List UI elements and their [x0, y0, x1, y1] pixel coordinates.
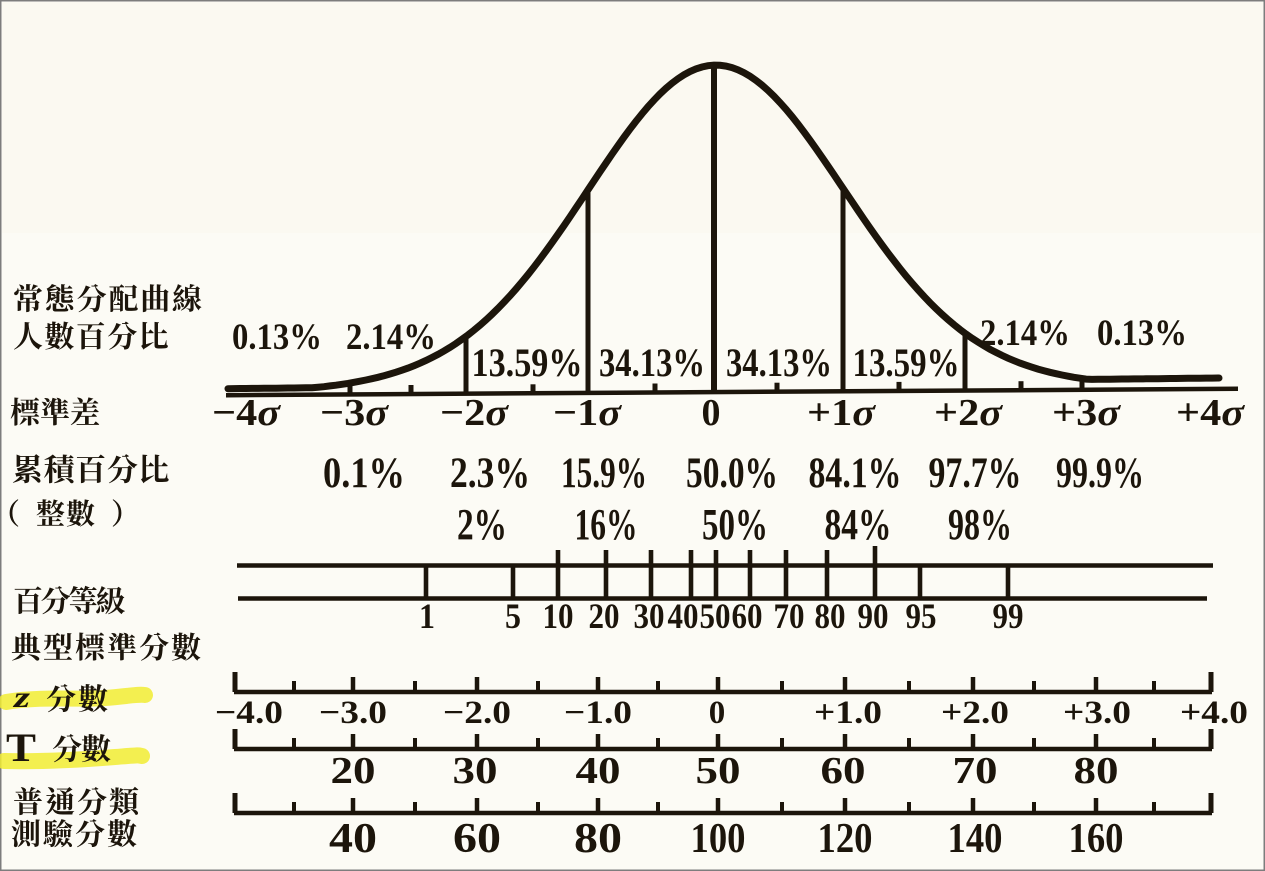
- svg-text:+1.0: +1.0: [814, 695, 882, 731]
- svg-text:−2σ: −2 σ: [440, 392, 510, 434]
- svg-text:60: 60: [821, 750, 866, 792]
- svg-text:90: 90: [858, 596, 889, 636]
- svg-text:20: 20: [331, 750, 376, 792]
- svg-text:2.14%: 2.14%: [980, 313, 1070, 354]
- svg-text:0: 0: [702, 392, 721, 434]
- svg-text:99.9%: 99.9%: [1056, 450, 1144, 497]
- svg-text:10: 10: [543, 596, 574, 636]
- svg-text:13.59%: 13.59%: [853, 340, 960, 385]
- svg-text:50%: 50%: [702, 500, 768, 549]
- svg-text:80: 80: [1074, 750, 1119, 792]
- svg-text:50: 50: [700, 596, 731, 636]
- svg-text:98%: 98%: [948, 500, 1012, 549]
- svg-text:120: 120: [818, 816, 873, 862]
- svg-text:50.0%: 50.0%: [686, 450, 778, 497]
- svg-text:70: 70: [774, 596, 805, 636]
- svg-text:84%: 84%: [825, 500, 892, 549]
- svg-text:0: 0: [709, 695, 726, 731]
- svg-text:1: 1: [419, 596, 435, 636]
- svg-text:0.13%: 0.13%: [232, 317, 322, 358]
- svg-text:97.7%: 97.7%: [929, 450, 1022, 497]
- svg-text:+4σ: +4 σ: [1176, 392, 1246, 434]
- svg-text:30: 30: [453, 750, 498, 792]
- svg-text:z: z: [13, 681, 31, 714]
- svg-text:2.3%: 2.3%: [450, 450, 530, 497]
- svg-text:−3σ: −3 σ: [320, 392, 390, 434]
- svg-text:+1σ: +1 σ: [807, 392, 877, 434]
- svg-text:34.13%: 34.13%: [726, 340, 832, 385]
- svg-text:34.13%: 34.13%: [599, 340, 705, 385]
- svg-text:−1.0: −1.0: [564, 695, 632, 731]
- svg-text:30: 30: [634, 596, 665, 636]
- svg-text:60: 60: [453, 816, 501, 862]
- svg-text:160: 160: [1069, 816, 1124, 862]
- svg-text:99: 99: [993, 596, 1024, 636]
- svg-text:84.1%: 84.1%: [809, 450, 902, 497]
- svg-text:13.59%: 13.59%: [472, 340, 583, 385]
- svg-text:40: 40: [668, 596, 699, 636]
- svg-text:40: 40: [576, 750, 621, 792]
- svg-text:2%: 2%: [457, 500, 507, 549]
- svg-text:−2.0: −2.0: [443, 695, 511, 731]
- svg-text:+4.0: +4.0: [1180, 695, 1248, 731]
- svg-text:−3.0: −3.0: [319, 695, 387, 731]
- svg-text:95: 95: [906, 596, 937, 636]
- svg-text:−4.0: −4.0: [215, 695, 283, 731]
- svg-text:+3.0: +3.0: [1063, 695, 1131, 731]
- svg-text:60: 60: [732, 596, 763, 636]
- svg-text:140: 140: [948, 816, 1003, 862]
- svg-text:T: T: [6, 725, 36, 770]
- svg-text:2.14%: 2.14%: [346, 317, 436, 358]
- svg-text:80: 80: [574, 816, 622, 862]
- svg-text:15.9%: 15.9%: [561, 450, 647, 497]
- svg-text:+3σ: +3 σ: [1052, 392, 1122, 434]
- svg-text:−4σ: −4 σ: [212, 392, 282, 434]
- svg-text:80: 80: [815, 596, 846, 636]
- svg-text:100: 100: [691, 816, 746, 862]
- svg-text:+2.0: +2.0: [941, 695, 1009, 731]
- svg-text:+2σ: +2 σ: [934, 392, 1004, 434]
- svg-text:0.1%: 0.1%: [323, 450, 405, 497]
- svg-text:−1σ: −1 σ: [553, 392, 623, 434]
- svg-text:0.13%: 0.13%: [1097, 313, 1187, 354]
- svg-text:40: 40: [329, 816, 377, 862]
- svg-text:5: 5: [505, 596, 521, 636]
- svg-text:70: 70: [953, 750, 998, 792]
- svg-text:50: 50: [696, 750, 741, 792]
- svg-text:20: 20: [589, 596, 620, 636]
- svg-text:16%: 16%: [575, 500, 638, 549]
